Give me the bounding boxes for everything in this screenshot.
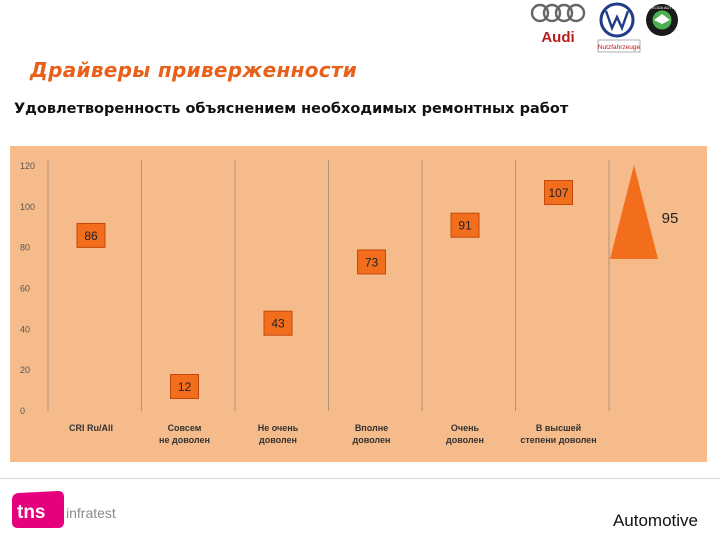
data-point-marker: [76, 222, 106, 248]
data-point-label: 91: [458, 219, 472, 233]
y-tick-label: 80: [20, 243, 30, 253]
annotation-value-label: 95: [662, 210, 679, 227]
y-tick-label: 0: [20, 406, 25, 416]
tns-logo-shape: [12, 491, 64, 528]
section-label: Automotive: [612, 511, 698, 530]
annotation-triangle: [610, 165, 658, 260]
slide-title: Драйверы приверженности: [30, 58, 358, 82]
x-category-label: не доволен: [159, 435, 210, 445]
x-category-label: Очень: [451, 423, 480, 433]
audi-logo: Audi: [530, 3, 586, 46]
data-point-label: 107: [548, 186, 568, 200]
y-tick-label: 120: [20, 161, 35, 171]
x-category-label: доволен: [446, 435, 484, 445]
tns-logo-text: tns: [17, 502, 46, 523]
infratest-logo-text: infratest: [66, 505, 116, 521]
skoda-logo: SKODA AUTO: [646, 4, 678, 36]
chart-subtitle: Удовлетворенность объяснением необходимы…: [14, 101, 569, 117]
x-category-label: доволен: [259, 435, 297, 445]
x-category-label: CRI Ru/All: [69, 423, 113, 433]
x-category-label: Совсем: [168, 423, 202, 433]
vw-nutz-label: Nutzfahrzeuge: [598, 44, 641, 51]
footer-divider: [0, 478, 720, 479]
tns-infratest-logo: tns infratest: [10, 488, 120, 539]
audi-label: Audi: [541, 29, 574, 46]
data-point-label: 12: [178, 380, 192, 394]
vw-logo: Nutzfahrzeuge: [597, 2, 641, 53]
data-point-marker: [263, 310, 293, 336]
x-category-label: степени доволен: [520, 435, 596, 445]
chart-area: 0 20 40 60 80 100 120 CRI Ru/All Совсем не довол…: [10, 146, 707, 462]
data-point-marker: [357, 249, 386, 275]
y-tick-label: 20: [20, 365, 30, 375]
data-point-label: 43: [271, 317, 285, 331]
satisfaction-chart: 0 20 40 60 80 100 120 CRI Ru/All Совсем не довол…: [10, 146, 707, 462]
x-category-label: В высшей: [536, 423, 581, 433]
x-category-label: доволен: [353, 435, 391, 445]
chart-background: [10, 146, 707, 462]
brand-logos: Audi Nutzfahrzeuge SKODA AUTO: [530, 0, 680, 56]
data-point-marker: [170, 374, 199, 399]
skoda-label: SKODA AUTO: [649, 5, 675, 10]
data-point-marker: [544, 180, 573, 206]
y-tick-label: 100: [20, 202, 35, 212]
x-category-label: Вполне: [355, 423, 388, 433]
data-point-label: 73: [365, 255, 379, 269]
data-point-label: 86: [84, 229, 98, 243]
y-tick-label: 60: [20, 284, 30, 294]
data-point-marker: [450, 212, 480, 238]
y-tick-label: 40: [20, 324, 30, 334]
x-category-label: Не очень: [258, 423, 299, 433]
